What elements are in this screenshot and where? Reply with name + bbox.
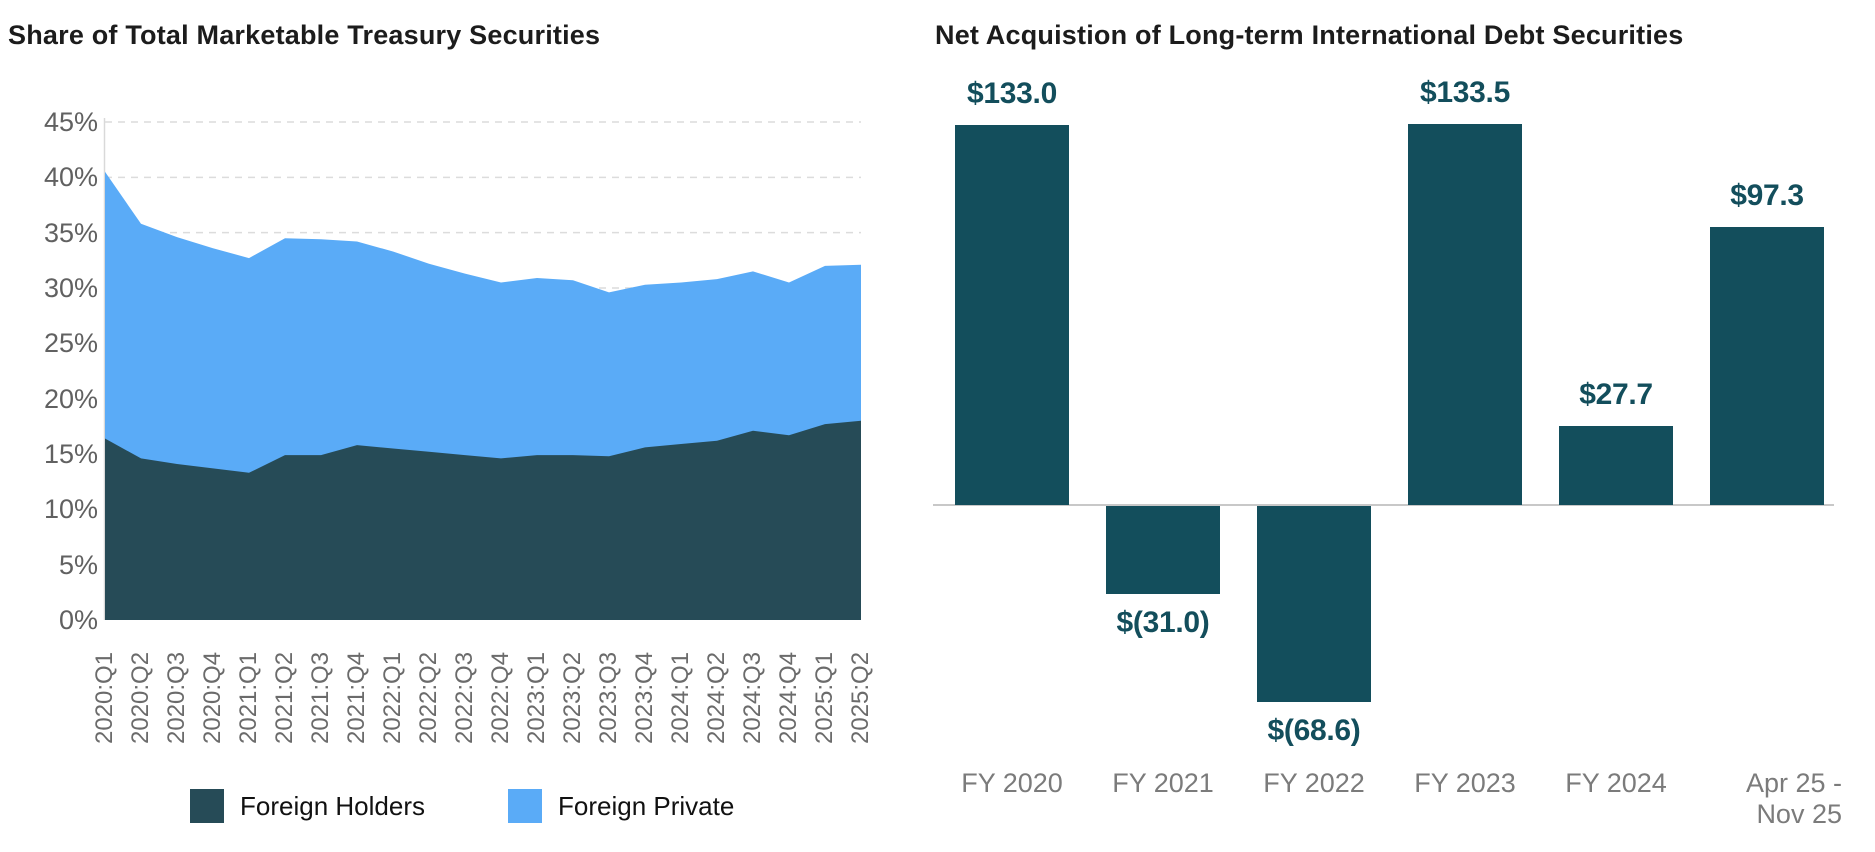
foreign-holders-swatch-icon xyxy=(190,789,224,823)
bar-value-label: $97.3 xyxy=(1730,179,1804,212)
x-tick-label-2024-Q2: 2024:Q2 xyxy=(703,651,730,744)
legend-item-foreign-holders: Foreign Holders xyxy=(190,788,490,824)
bar-fy-2023 xyxy=(1408,124,1522,505)
x-tick-label-2024-Q1: 2024:Q1 xyxy=(667,651,694,744)
x-tick-label-2021-Q2: 2021:Q2 xyxy=(271,651,298,744)
x-tick-label-2023-Q3: 2023:Q3 xyxy=(595,651,622,744)
x-tick-label-2022-Q4: 2022:Q4 xyxy=(487,651,514,744)
y-tick-label-25%: 25% xyxy=(43,328,98,359)
x-tick-label-2022-Q2: 2022:Q2 xyxy=(415,651,442,744)
area-series-foreign-holders xyxy=(105,420,861,620)
x-tick-label-2023-Q1: 2023:Q1 xyxy=(523,651,550,744)
right-chart-title: Net Acquistion of Long-term Internationa… xyxy=(935,20,1684,50)
bar-x-label-fy-2022: FY 2022 xyxy=(1263,768,1365,798)
x-tick-label-2023-Q4: 2023:Q4 xyxy=(631,651,658,744)
legend-item-foreign-private: Foreign Private xyxy=(508,788,808,824)
y-tick-label-30%: 30% xyxy=(43,273,98,303)
y-tick-label-15%: 15% xyxy=(43,439,98,469)
x-tick-label-2020-Q1: 2020:Q1 xyxy=(91,651,118,744)
bar-fy-2020 xyxy=(955,125,1069,505)
foreign-private-swatch-icon xyxy=(508,789,542,823)
bar-fy-2022 xyxy=(1257,506,1371,702)
x-tick-label-2020-Q3: 2020:Q3 xyxy=(163,651,190,744)
bar-apr-25---nov-25 xyxy=(1710,227,1824,505)
bar-x-label-fy-2020: FY 2020 xyxy=(961,768,1063,798)
x-tick-label-2024-Q4: 2024:Q4 xyxy=(775,651,802,744)
x-tick-label-2021-Q1: 2021:Q1 xyxy=(235,651,262,744)
left-chart-title: Share of Total Marketable Treasury Secur… xyxy=(8,20,601,50)
legend-label: Foreign Holders xyxy=(240,791,425,821)
bar-fy-2024 xyxy=(1559,426,1673,505)
bar-x-label-fy-2021: FY 2021 xyxy=(1112,768,1214,798)
bar-value-label: $(31.0) xyxy=(1116,606,1210,639)
y-tick-label-0%: 0% xyxy=(58,605,98,635)
bar-fy-2021 xyxy=(1106,506,1220,594)
bar-chart-zero-line xyxy=(933,504,1834,506)
bar-x-label-fy-2023: FY 2023 xyxy=(1414,768,1516,798)
x-tick-label-2020-Q2: 2020:Q2 xyxy=(127,651,154,744)
x-tick-label-2022-Q1: 2022:Q1 xyxy=(379,651,406,744)
x-tick-label-2022-Q3: 2022:Q3 xyxy=(451,651,478,744)
bar-value-label: $133.0 xyxy=(967,77,1057,110)
bar-x-label-apr-25---nov-25: Apr 25 - Nov 25 xyxy=(1745,768,1842,829)
x-tick-label-2021-Q3: 2021:Q3 xyxy=(307,651,334,744)
y-tick-label-35%: 35% xyxy=(43,217,98,248)
bar-value-label: $133.5 xyxy=(1420,76,1510,109)
y-tick-label-20%: 20% xyxy=(43,383,98,414)
x-tick-label-2024-Q3: 2024:Q3 xyxy=(739,651,766,744)
y-tick-label-40%: 40% xyxy=(43,162,98,193)
bar-x-label-fy-2024: FY 2024 xyxy=(1565,768,1667,798)
x-tick-label-2023-Q2: 2023:Q2 xyxy=(559,651,586,744)
y-tick-label-10%: 10% xyxy=(43,494,98,525)
y-tick-label-5%: 5% xyxy=(58,549,98,580)
bar-value-label: $27.7 xyxy=(1579,378,1653,411)
x-tick-label-2020-Q4: 2020:Q4 xyxy=(199,651,226,744)
stacked-area-chart xyxy=(103,118,861,621)
x-tick-label-2021-Q4: 2021:Q4 xyxy=(343,651,370,744)
x-tick-label-2025-Q1: 2025:Q1 xyxy=(811,651,838,744)
x-tick-label-2025-Q2: 2025:Q2 xyxy=(847,651,874,744)
y-tick-label-45%: 45% xyxy=(43,107,98,137)
bar-value-label: $(68.6) xyxy=(1267,714,1361,747)
legend-label: Foreign Private xyxy=(558,791,735,821)
